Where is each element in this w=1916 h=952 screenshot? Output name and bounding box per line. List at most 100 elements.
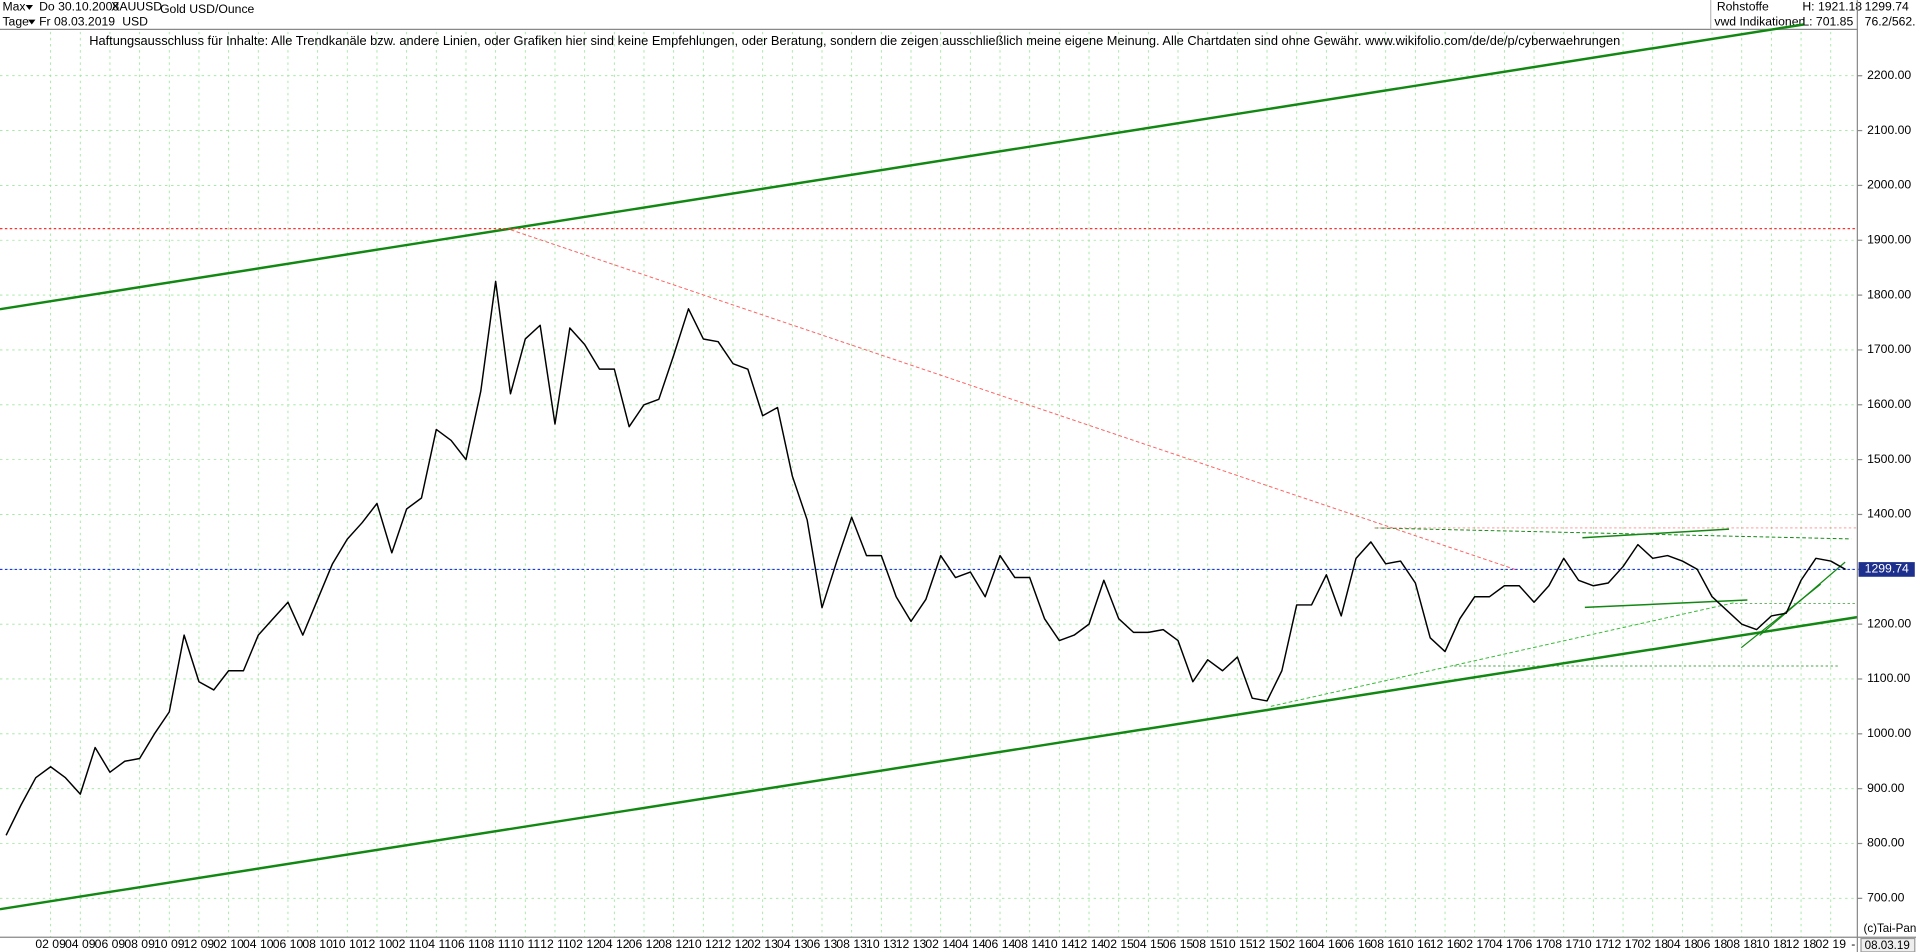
last-price: 1299.74 bbox=[1865, 0, 1909, 14]
x-tick-label: 12 17 bbox=[1608, 937, 1639, 951]
current-date: 08.03.19 bbox=[1865, 939, 1910, 952]
x-tick-label: 02 16 bbox=[1281, 937, 1312, 951]
axis-end: - bbox=[1851, 937, 1855, 951]
x-tick-label: 06 12 bbox=[629, 937, 660, 951]
dropdown-arrow[interactable] bbox=[25, 4, 33, 10]
x-tick-label: 08 12 bbox=[658, 937, 689, 951]
group: Rohstoffe bbox=[1717, 0, 1769, 14]
x-tick-label: 10 13 bbox=[866, 937, 897, 951]
grid bbox=[0, 31, 1863, 938]
start-date: Do 30.10.2008 bbox=[39, 0, 119, 14]
dropdown-arrow[interactable] bbox=[28, 19, 36, 25]
x-tick-label: 12 10 bbox=[362, 937, 393, 951]
x-tick-label: 08 14 bbox=[1014, 937, 1045, 951]
ratio: 76.2/562.1 bbox=[1865, 14, 1916, 28]
x-tick-label: 12 09 bbox=[184, 937, 215, 951]
x-tick-label: 10 11 bbox=[510, 937, 540, 951]
x-tick-label: 08 17 bbox=[1548, 937, 1579, 951]
x-tick-label: 02 15 bbox=[1103, 937, 1134, 951]
last-price-box bbox=[1858, 562, 1915, 577]
x-tick-label: 10 15 bbox=[1222, 937, 1253, 951]
x-tick-label: 06 09 bbox=[95, 937, 126, 951]
y-tick-label: 1200.00 bbox=[1867, 616, 1911, 630]
y-tick-label: 1900.00 bbox=[1867, 232, 1911, 246]
y-tick-label: 700.00 bbox=[1867, 891, 1905, 905]
x-tick-label: 12 16 bbox=[1430, 937, 1461, 951]
currency: USD bbox=[122, 14, 148, 28]
x-tick-label: 04 18 bbox=[1667, 937, 1698, 951]
y-tick-label: 1100.00 bbox=[1867, 671, 1910, 685]
x-tick-label: 10 18 bbox=[1756, 937, 1787, 951]
low-label: L: 701.85 bbox=[1802, 14, 1853, 28]
x-tick-label: 10 12 bbox=[688, 937, 719, 951]
y-tick-label: 1500.00 bbox=[1867, 452, 1911, 466]
x-tick-label: 08 16 bbox=[1370, 937, 1401, 951]
x-tick-label: 08 11 bbox=[481, 937, 511, 951]
x-tick-label: 12 12 bbox=[718, 937, 749, 951]
symbol: XAUUSD bbox=[111, 0, 162, 14]
y-tick-label: 1700.00 bbox=[1867, 342, 1911, 356]
x-tick-label: 06 13 bbox=[807, 937, 838, 951]
x-tick-label: 06 18 bbox=[1697, 937, 1728, 951]
copyright: (c)Tai-Pan bbox=[1863, 922, 1916, 935]
y-tick-label: 2000.00 bbox=[1867, 178, 1911, 192]
x-tick-label: 04 17 bbox=[1489, 937, 1520, 951]
trend-line bbox=[1374, 527, 1852, 540]
x-tick-label: 08 15 bbox=[1192, 937, 1223, 951]
source: vwd Indikationen bbox=[1714, 14, 1805, 28]
x-tick-label: 02 11 bbox=[392, 937, 422, 951]
disclaimer: Haftungsausschluss für Inhalte: Alle Tre… bbox=[89, 33, 1620, 48]
x-tick-label: 06 15 bbox=[1163, 937, 1194, 951]
x-tick-label: 08 09 bbox=[124, 937, 155, 951]
trend-line bbox=[0, 23, 1804, 311]
x-tick-label: 04 12 bbox=[599, 937, 630, 951]
x-tick-label: 04 16 bbox=[1311, 937, 1342, 951]
x-tick-label: 06 16 bbox=[1341, 937, 1372, 951]
x-tick-label: 10 09 bbox=[154, 937, 185, 951]
period[interactable]: Tage bbox=[2, 14, 29, 28]
trend-line bbox=[1584, 599, 1748, 609]
y-tick-label: 1600.00 bbox=[1867, 397, 1911, 411]
x-tick-label: 02 13 bbox=[747, 937, 778, 951]
x-tick-label: 06 14 bbox=[985, 937, 1016, 951]
y-tick-label: 2100.00 bbox=[1867, 123, 1911, 137]
x-tick-label: 04 10 bbox=[243, 937, 274, 951]
y-tick-label: 1800.00 bbox=[1867, 287, 1911, 301]
x-tick-label: 02 19 bbox=[1815, 937, 1846, 951]
price-line bbox=[5, 280, 1846, 836]
x-tick-label: 08 13 bbox=[836, 937, 867, 951]
y-tick-label: 2200.00 bbox=[1867, 68, 1911, 82]
x-tick-label: 10 14 bbox=[1044, 937, 1075, 951]
x-tick-label: 12 18 bbox=[1786, 937, 1817, 951]
x-tick-label: 02 10 bbox=[213, 937, 244, 951]
x-tick-label: 12 15 bbox=[1252, 937, 1283, 951]
x-tick-label: 04 14 bbox=[955, 937, 986, 951]
range[interactable]: Max bbox=[2, 0, 25, 14]
x-tick-label: 04 15 bbox=[1133, 937, 1164, 951]
x-tick-label: 08 10 bbox=[302, 937, 333, 951]
y-tick-label: 800.00 bbox=[1867, 836, 1905, 850]
y-tick-label: 1400.00 bbox=[1867, 507, 1911, 521]
x-tick-label: 10 10 bbox=[332, 937, 363, 951]
x-tick-label: 06 17 bbox=[1519, 937, 1550, 951]
marks bbox=[0, 228, 1858, 836]
x-tick-label: 02 17 bbox=[1459, 937, 1490, 951]
x-tick-label: 02 09 bbox=[35, 937, 66, 951]
x-tick-label: 12 14 bbox=[1074, 937, 1105, 951]
y-tick-label: 900.00 bbox=[1867, 781, 1905, 795]
end-date: Fr 08.03.2019 bbox=[39, 14, 115, 28]
trend-line bbox=[1582, 528, 1730, 539]
high-label: H: 1921.18 bbox=[1802, 0, 1862, 14]
instrument-name: Gold USD/Ounce bbox=[160, 2, 254, 16]
x-tick-label: 06 11 bbox=[451, 937, 481, 951]
x-tick-label: 12 11 bbox=[540, 937, 570, 951]
x-tick-label: 08 18 bbox=[1726, 937, 1757, 951]
x-tick-label: 10 16 bbox=[1400, 937, 1431, 951]
x-tick-label: 02 12 bbox=[569, 937, 600, 951]
trend-line bbox=[1759, 561, 1846, 636]
x-tick-label: 04 09 bbox=[65, 937, 96, 951]
x-tick-label: 12 13 bbox=[896, 937, 927, 951]
last-price-marker: 1299.74 bbox=[1865, 562, 1909, 576]
